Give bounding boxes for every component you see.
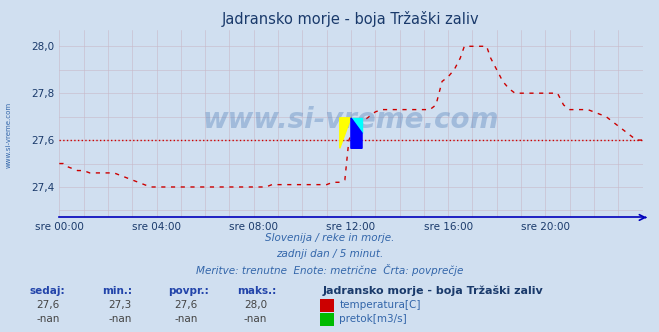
Text: zadnji dan / 5 minut.: zadnji dan / 5 minut. xyxy=(276,249,383,259)
Text: pretok[m3/s]: pretok[m3/s] xyxy=(339,314,407,324)
Title: Jadransko morje - boja Tržaški zaliv: Jadransko morje - boja Tržaški zaliv xyxy=(222,11,480,27)
Text: 27,6: 27,6 xyxy=(36,300,59,310)
Text: -nan: -nan xyxy=(175,314,198,324)
Text: -nan: -nan xyxy=(244,314,267,324)
Text: 28,0: 28,0 xyxy=(244,300,267,310)
Text: 27,3: 27,3 xyxy=(109,300,132,310)
Text: www.si-vreme.com: www.si-vreme.com xyxy=(203,106,499,134)
Text: Jadransko morje - boja Tržaški zaliv: Jadransko morje - boja Tržaški zaliv xyxy=(323,285,544,296)
Polygon shape xyxy=(351,118,362,133)
Text: -nan: -nan xyxy=(36,314,59,324)
Text: -nan: -nan xyxy=(109,314,132,324)
Text: min.:: min.: xyxy=(102,286,132,296)
Text: sedaj:: sedaj: xyxy=(30,286,65,296)
Text: povpr.:: povpr.: xyxy=(168,286,209,296)
Text: www.si-vreme.com: www.si-vreme.com xyxy=(5,101,12,168)
Text: Meritve: trenutne  Enote: metrične  Črta: povprečje: Meritve: trenutne Enote: metrične Črta: … xyxy=(196,264,463,276)
Text: maks.:: maks.: xyxy=(237,286,277,296)
Text: temperatura[C]: temperatura[C] xyxy=(339,300,421,310)
Polygon shape xyxy=(351,118,362,148)
Text: Slovenija / reke in morje.: Slovenija / reke in morje. xyxy=(265,233,394,243)
Polygon shape xyxy=(340,118,351,148)
Text: 27,6: 27,6 xyxy=(175,300,198,310)
